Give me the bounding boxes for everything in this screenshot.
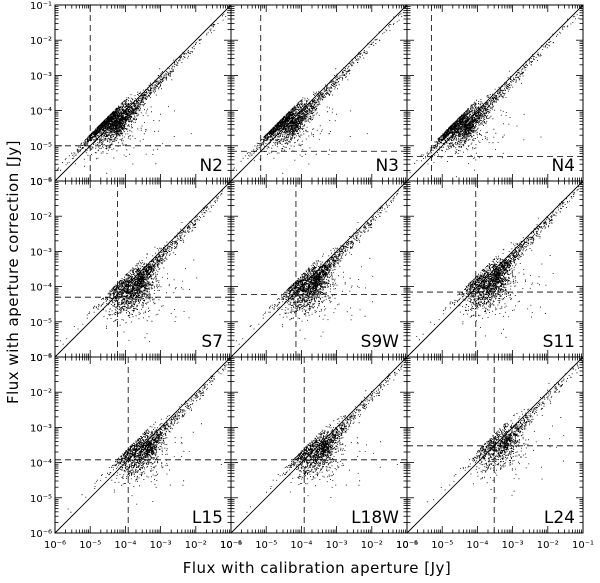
- y-tick-label: 10⁻⁵: [30, 318, 52, 329]
- data-points: [409, 8, 582, 178]
- panel-frame: [406, 356, 584, 534]
- y-tick-label: 10⁻⁴: [30, 283, 52, 294]
- y-tick-label: 10⁻⁴: [30, 107, 52, 118]
- panel-label: N2: [199, 156, 223, 176]
- x-tick-label: 10⁻³: [326, 540, 348, 551]
- data-points: [56, 9, 230, 174]
- scatter-points: [232, 5, 407, 174]
- scatter-points: [67, 358, 231, 513]
- one-to-one-line: [230, 356, 408, 534]
- panel-n4: N4: [406, 4, 584, 182]
- y-tick-label: 10⁻²: [30, 36, 52, 47]
- x-tick-label: 10⁻¹: [396, 540, 418, 551]
- x-tick-label: 10⁻¹: [572, 540, 594, 551]
- panel-n2: N2: [54, 4, 232, 182]
- outer-tick-labels: 10⁻⁶10⁻⁵10⁻⁴10⁻³10⁻²10⁻¹10⁻⁶10⁻⁵10⁻⁴10⁻³…: [30, 1, 594, 551]
- x-tick-label: 10⁻⁶: [220, 540, 242, 551]
- x-tick-label: 10⁻⁴: [466, 540, 488, 551]
- x-axis-title: Flux with calibration aperture [Jy]: [183, 559, 452, 577]
- x-tick-label: 10⁻⁵: [79, 540, 101, 551]
- y-tick-label: 10⁻⁵: [30, 494, 52, 505]
- panel-l24: L24: [406, 356, 584, 534]
- panel-label: L15: [192, 508, 223, 528]
- y-tick-label: 10⁻¹: [30, 353, 52, 364]
- y-tick-label: 10⁻³: [30, 247, 52, 258]
- panel-label: S11: [543, 332, 575, 352]
- one-to-one-line: [406, 180, 584, 358]
- scatter-points: [59, 181, 231, 345]
- x-tick-label: 10⁻⁶: [44, 540, 66, 551]
- panel-l15: L15: [54, 356, 232, 534]
- y-tick-label: 10⁻¹: [30, 177, 52, 188]
- one-to-one-line: [230, 180, 408, 358]
- panel-label: L18W: [351, 508, 399, 528]
- y-tick-label: 10⁻⁶: [30, 529, 52, 540]
- panel-s7: S7: [54, 180, 232, 358]
- y-tick-label: 10⁻⁶: [30, 353, 52, 364]
- y-tick-label: 10⁻²: [30, 388, 52, 399]
- x-tick-label: 10⁻²: [361, 540, 383, 551]
- y-tick-label: 10⁻³: [30, 71, 52, 82]
- x-tick-label: 10⁻¹: [220, 540, 242, 551]
- one-to-one-line: [230, 4, 408, 182]
- one-to-one-line: [406, 4, 584, 182]
- panel-label: N4: [551, 156, 575, 176]
- y-axis-title: Flux with aperture correction [Jy]: [4, 140, 22, 404]
- y-tick-label: 10⁻⁴: [30, 459, 52, 470]
- scatter-points: [56, 9, 230, 174]
- panel-s11: S11: [406, 180, 584, 358]
- data-points: [67, 358, 231, 513]
- y-tick-label: 10⁻⁶: [30, 177, 52, 188]
- y-tick-label: 10⁻¹: [30, 1, 52, 12]
- x-tick-label: 10⁻⁵: [255, 540, 277, 551]
- x-tick-label: 10⁻³: [502, 540, 524, 551]
- x-tick-label: 10⁻²: [537, 540, 559, 551]
- y-tick-label: 10⁻³: [30, 423, 52, 434]
- scatter-points: [409, 8, 582, 178]
- one-to-one-line: [54, 180, 232, 358]
- x-tick-label: 10⁻³: [150, 540, 172, 551]
- x-tick-label: 10⁻⁵: [431, 540, 453, 551]
- panel-label: S9W: [361, 332, 400, 352]
- y-tick-label: 10⁻⁵: [30, 142, 52, 153]
- x-tick-label: 10⁻²: [185, 540, 207, 551]
- y-tick-label: 10⁻²: [30, 212, 52, 223]
- x-tick-label: 10⁻⁶: [396, 540, 418, 551]
- data-points: [59, 181, 231, 345]
- x-tick-label: 10⁻⁴: [114, 540, 136, 551]
- one-to-one-line: [54, 4, 232, 182]
- x-tick-label: 10⁻⁴: [290, 540, 312, 551]
- panel-grid: N2 N3 N4 S7 S9W S11 L15 L18W L24: [54, 4, 584, 534]
- one-to-one-line: [406, 356, 584, 534]
- panel-label: N3: [375, 156, 399, 176]
- one-to-one-line: [54, 356, 232, 534]
- panel-n3: N3: [230, 4, 408, 182]
- panel-l18w: L18W: [230, 356, 408, 534]
- panel-label: S7: [201, 332, 223, 352]
- panel-label: L24: [544, 508, 575, 528]
- data-points: [232, 5, 407, 174]
